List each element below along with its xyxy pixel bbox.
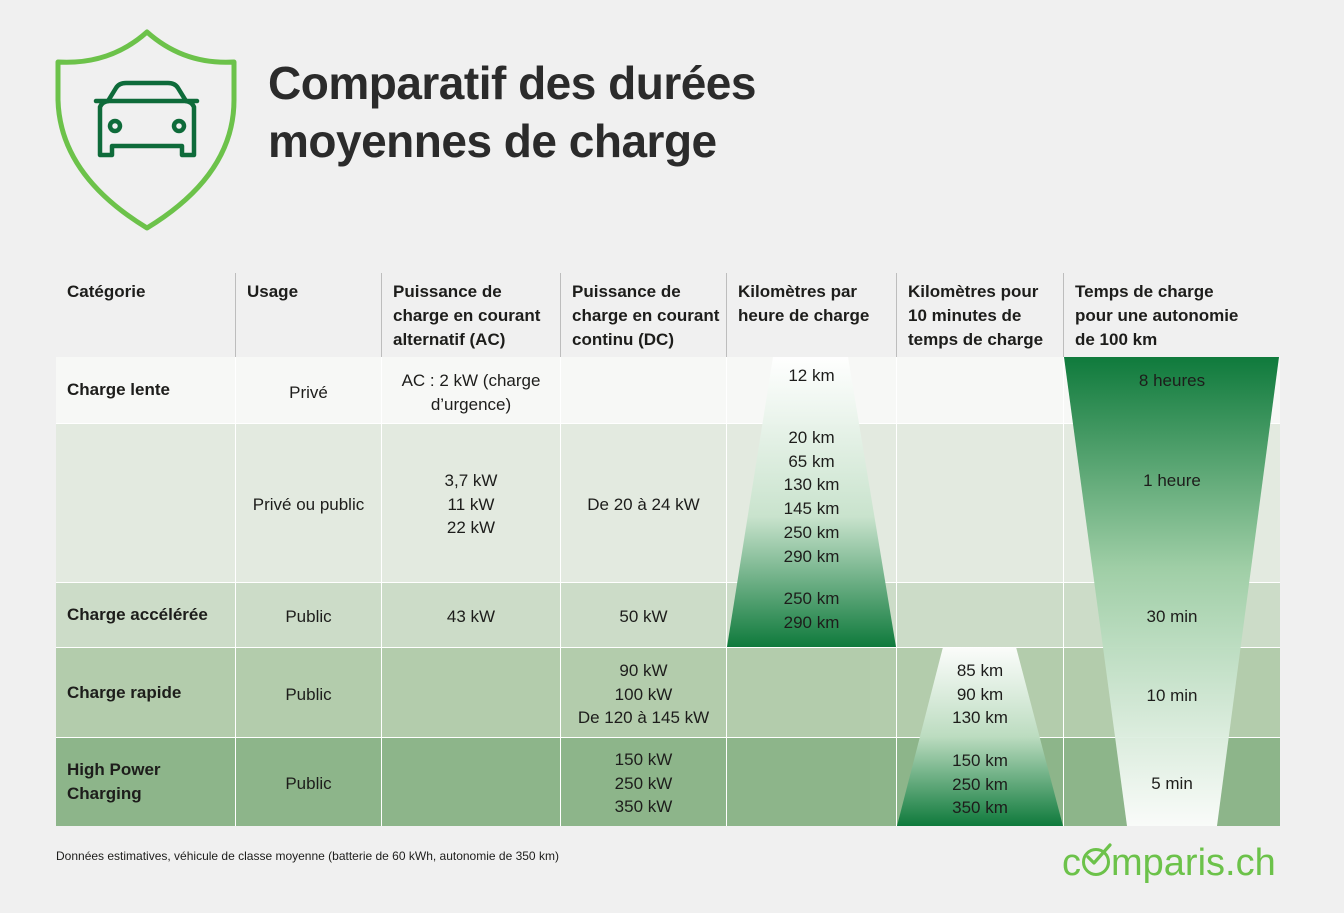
row-2-usage: Privé ou public — [252, 495, 365, 514]
row-bg-5 — [56, 737, 1280, 826]
row-bg-4 — [56, 647, 1280, 737]
header-ac-power: Puissance de charge en courant alternati… — [393, 282, 541, 349]
row-1-km-hour: 12 km — [788, 366, 835, 385]
row-5-category: High Power Charging — [67, 760, 161, 803]
funnel-km-per-10min — [897, 647, 1063, 826]
row-3-usage: Public — [285, 607, 332, 626]
header-km-per-10min: Kilomètres pour 10 minutes de temps de c… — [908, 282, 1044, 349]
page-title: Comparatif des durées moyennes de charge — [268, 54, 756, 170]
row-3-time: 30 min — [1146, 607, 1198, 626]
row-1-time: 8 heures — [1138, 371, 1206, 390]
row-1-ac: AC : 2 kW (charge d’urgence) — [401, 371, 541, 414]
row-3-dc: 50 kW — [619, 607, 668, 626]
shield-car-icon — [55, 29, 237, 231]
row-2-ac: 3,7 kW 11 kW 22 kW — [444, 471, 498, 538]
row-4-time: 10 min — [1146, 686, 1198, 705]
header-time-100km: Temps de charge pour une autonomie de 10… — [1075, 282, 1239, 349]
row-5-km-10min: 150 km 250 km 350 km — [952, 751, 1008, 818]
header-usage: Usage — [247, 282, 299, 301]
row-5-usage: Public — [285, 774, 332, 793]
row-4-category: Charge rapide — [67, 683, 182, 702]
row-4-km-10min: 85 km 90 km 130 km — [952, 661, 1008, 728]
funnel-time-100km — [1064, 357, 1279, 826]
row-1-usage: Privé — [289, 383, 328, 402]
funnel-km-per-hour — [727, 357, 896, 647]
header-dc-power: Puissance de charge en courant continu (… — [572, 282, 720, 349]
row-bg-2 — [56, 423, 1280, 582]
row-5-time: 5 min — [1151, 774, 1193, 793]
brand-o-check-icon — [1082, 843, 1112, 876]
row-4-usage: Public — [285, 685, 332, 704]
title-line-1: Comparatif des durées — [268, 57, 756, 109]
row-1-category: Charge lente — [67, 380, 170, 399]
row-3-km-hour: 250 km 290 km — [783, 589, 840, 632]
row-3-ac: 43 kW — [446, 607, 496, 626]
row-2-time: 1 heure — [1143, 471, 1201, 490]
header-km-per-hour: Kilomètres par heure de charge — [738, 282, 870, 325]
row-4-dc: 90 kW 100 kW De 120 à 145 kW — [577, 661, 710, 728]
row-2-km-hour: 20 km 65 km 130 km 145 km 250 km 290 km — [783, 428, 840, 566]
row-2-dc: De 20 à 24 kW — [587, 495, 700, 514]
title-line-2: moyennes de charge — [268, 115, 717, 167]
brand-pre: c — [1062, 842, 1081, 884]
brand-post: mparis.ch — [1111, 842, 1276, 884]
row-3-category: Charge accélérée — [67, 605, 208, 624]
row-5-dc: 150 kW 250 kW 350 kW — [614, 750, 673, 817]
footnote: Données estimatives, véhicule de classe … — [56, 849, 559, 863]
row-bg-3 — [56, 582, 1280, 647]
brand-logo: c mparis.ch — [1062, 842, 1276, 885]
header-category: Catégorie — [67, 282, 146, 301]
